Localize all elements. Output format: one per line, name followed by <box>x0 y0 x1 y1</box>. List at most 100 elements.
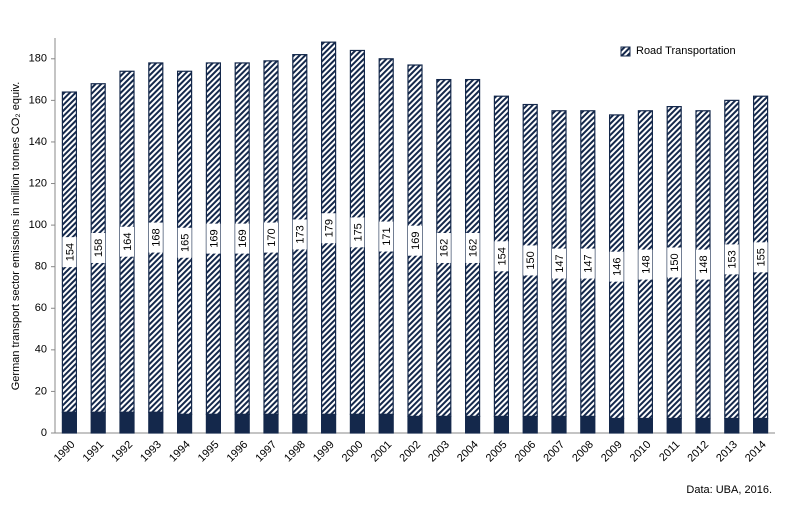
value-label: 148 <box>698 255 710 273</box>
value-label: 154 <box>496 247 508 265</box>
bar-segment <box>234 413 250 434</box>
value-label: 162 <box>439 239 451 257</box>
value-label: 162 <box>468 239 480 257</box>
bar-segment <box>177 413 193 434</box>
bar-segment <box>436 415 452 434</box>
bar-segment <box>666 417 682 434</box>
value-label-box <box>62 237 77 268</box>
bar-segment <box>637 417 654 434</box>
value-label: 169 <box>410 232 422 250</box>
y-tick-label: 60 <box>35 302 47 314</box>
value-label: 169 <box>208 229 220 247</box>
legend-label: Road Transportation <box>636 45 736 57</box>
bar-segment <box>90 411 106 434</box>
value-label: 168 <box>151 228 163 246</box>
value-label: 179 <box>324 219 336 237</box>
value-label: 147 <box>554 254 566 272</box>
x-tick-label: 2001 <box>369 439 395 465</box>
bar-segment <box>349 413 365 434</box>
x-tick-label: 2013 <box>714 439 740 465</box>
value-label-box <box>436 232 451 263</box>
value-label-box <box>91 232 106 263</box>
bar-segment <box>465 415 481 434</box>
bar-segment <box>148 411 164 434</box>
value-label-box <box>264 222 278 253</box>
x-tick-label: 2002 <box>397 439 423 465</box>
value-label: 165 <box>180 234 192 252</box>
value-label: 173 <box>295 225 307 243</box>
value-label-box <box>465 232 480 263</box>
value-label-box <box>235 223 250 254</box>
value-label-box <box>753 242 768 273</box>
y-tick-label: 40 <box>35 344 47 356</box>
bar-segment <box>205 413 221 434</box>
y-tick-label: 180 <box>29 53 47 65</box>
x-tick-label: 1999 <box>311 439 337 465</box>
value-label-box <box>638 249 653 280</box>
value-label: 150 <box>525 251 537 269</box>
value-label-box <box>120 226 134 257</box>
bar-segment <box>493 415 509 434</box>
value-label-box <box>696 249 710 280</box>
value-label: 169 <box>237 229 249 247</box>
y-tick-label: 120 <box>29 177 47 189</box>
y-tick-label: 140 <box>29 136 47 148</box>
x-tick-label: 1995 <box>196 439 222 465</box>
value-label-box <box>523 245 538 276</box>
value-label-box <box>177 227 192 258</box>
source-note: Data: UBA, 2016. <box>686 484 772 496</box>
x-tick-label: 2010 <box>628 439 654 465</box>
y-axis-label: German transport sector emissions in mil… <box>10 82 22 391</box>
value-label-box <box>724 244 739 275</box>
x-tick-label: 2009 <box>599 439 625 465</box>
bar-segment <box>724 417 740 434</box>
y-tick-label: 0 <box>41 427 47 439</box>
value-label: 148 <box>640 255 652 273</box>
x-tick-label: 2008 <box>570 439 596 465</box>
value-label: 171 <box>381 227 393 245</box>
x-tick-label: 1998 <box>282 439 308 465</box>
bar-segment <box>119 411 135 434</box>
bar-segment <box>378 413 394 434</box>
y-tick-label: 80 <box>35 261 47 273</box>
x-tick-label: 1993 <box>138 439 164 465</box>
value-label: 175 <box>352 223 364 241</box>
x-tick-label: 1992 <box>109 439 135 465</box>
x-tick-label: 1991 <box>81 439 107 465</box>
bar-segment <box>695 417 711 434</box>
value-label: 158 <box>93 239 105 257</box>
value-label-box <box>494 241 509 272</box>
value-label-box <box>292 219 307 250</box>
bar-segment <box>551 415 567 434</box>
bar-segment <box>608 417 625 434</box>
bar-segment <box>321 413 337 434</box>
x-tick-label: 1997 <box>253 439 279 465</box>
x-tick-label: 1990 <box>52 439 78 465</box>
y-tick-label: 100 <box>29 219 47 231</box>
x-tick-label: 2011 <box>657 439 682 464</box>
bar-segment <box>61 411 78 434</box>
value-label-box <box>321 213 336 244</box>
value-label-box <box>580 248 595 279</box>
value-label: 150 <box>669 253 681 271</box>
value-label-box <box>379 221 394 252</box>
value-label: 155 <box>756 248 768 266</box>
x-tick-label: 2012 <box>685 439 711 465</box>
value-label-box <box>350 217 365 248</box>
x-tick-label: 2007 <box>541 439 567 465</box>
value-label: 164 <box>122 233 134 251</box>
bar-segment <box>263 413 279 434</box>
x-tick-label: 2003 <box>426 439 452 465</box>
value-label-box <box>408 225 422 256</box>
bar-segment <box>407 415 423 434</box>
bar-segment <box>292 413 308 434</box>
value-label: 170 <box>266 228 278 246</box>
x-tick-label: 2006 <box>513 439 539 465</box>
x-tick-label: 2004 <box>455 439 481 465</box>
value-label: 153 <box>727 250 739 268</box>
x-tick-label: 2005 <box>484 439 510 465</box>
value-label-box <box>552 248 566 279</box>
x-tick-label: 2014 <box>743 439 769 465</box>
bar-segment <box>522 415 538 434</box>
